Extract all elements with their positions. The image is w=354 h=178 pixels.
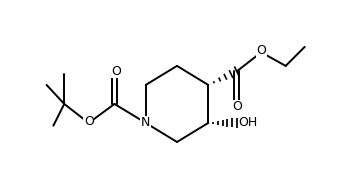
Text: N: N	[141, 116, 150, 129]
Text: O: O	[84, 115, 93, 128]
Text: O: O	[111, 65, 121, 78]
Text: OH: OH	[238, 116, 257, 129]
Text: O: O	[256, 44, 266, 57]
Text: O: O	[232, 100, 242, 113]
